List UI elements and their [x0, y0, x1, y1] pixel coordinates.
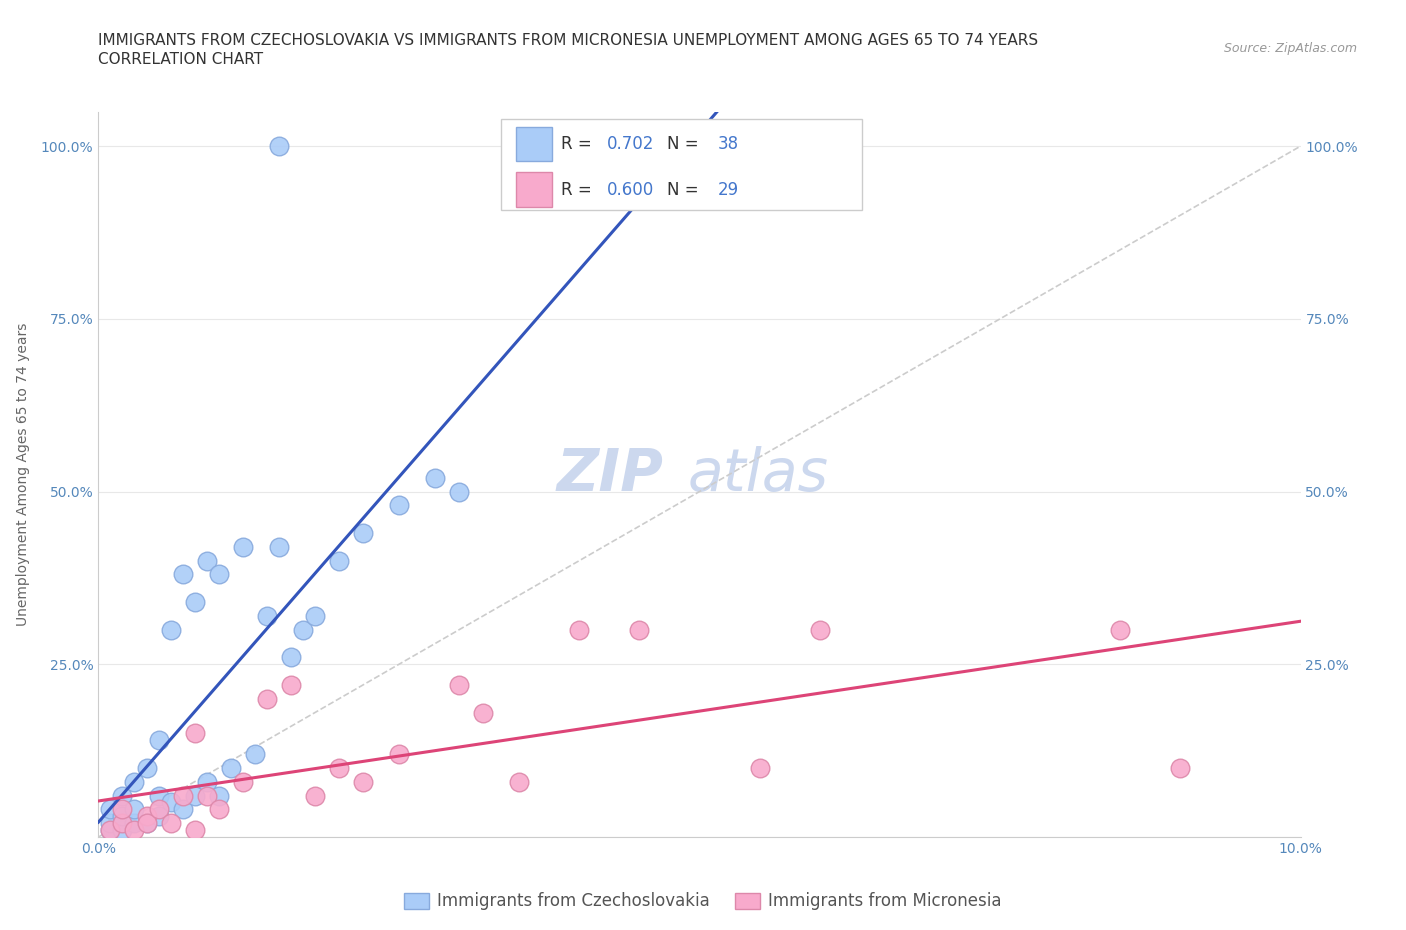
Point — [388, 498, 411, 512]
Point — [508, 775, 530, 790]
Point — [111, 802, 134, 817]
Point — [135, 816, 157, 830]
Point — [256, 608, 278, 623]
Point — [183, 823, 205, 838]
Text: Source: ZipAtlas.com: Source: ZipAtlas.com — [1223, 42, 1357, 55]
Point — [352, 775, 374, 790]
Point — [1109, 622, 1132, 637]
Text: N =: N = — [666, 180, 704, 199]
Point — [208, 802, 231, 817]
Point — [100, 823, 122, 838]
Point — [291, 622, 314, 637]
Point — [232, 775, 254, 790]
Point — [124, 802, 146, 817]
Point — [135, 761, 157, 776]
Point — [124, 823, 146, 838]
Point — [280, 650, 302, 665]
Point — [472, 705, 495, 720]
Point — [195, 788, 218, 803]
FancyBboxPatch shape — [516, 127, 551, 162]
Point — [219, 761, 242, 776]
Point — [1170, 761, 1192, 776]
Point — [328, 761, 350, 776]
Point — [100, 816, 122, 830]
Point — [172, 802, 194, 817]
Point — [100, 802, 122, 817]
Point — [256, 691, 278, 706]
Point — [808, 622, 831, 637]
Point — [280, 678, 302, 693]
Text: 0.600: 0.600 — [607, 180, 654, 199]
Text: 38: 38 — [717, 135, 738, 153]
Point — [159, 816, 181, 830]
Point — [124, 775, 146, 790]
Text: 29: 29 — [717, 180, 738, 199]
Point — [148, 733, 170, 748]
Point — [183, 594, 205, 609]
Point — [111, 816, 134, 830]
Point — [148, 802, 170, 817]
Legend: Immigrants from Czechoslovakia, Immigrants from Micronesia: Immigrants from Czechoslovakia, Immigran… — [398, 885, 1008, 917]
Point — [195, 553, 218, 568]
Point — [243, 747, 266, 762]
Point — [232, 539, 254, 554]
Text: N =: N = — [666, 135, 704, 153]
Point — [304, 788, 326, 803]
Point — [195, 775, 218, 790]
Point — [208, 788, 231, 803]
Point — [172, 788, 194, 803]
Text: CORRELATION CHART: CORRELATION CHART — [98, 52, 263, 67]
Text: IMMIGRANTS FROM CZECHOSLOVAKIA VS IMMIGRANTS FROM MICRONESIA UNEMPLOYMENT AMONG : IMMIGRANTS FROM CZECHOSLOVAKIA VS IMMIGR… — [98, 33, 1039, 47]
Point — [135, 816, 157, 830]
Point — [208, 567, 231, 582]
Point — [159, 795, 181, 810]
Point — [748, 761, 770, 776]
Text: ZIP: ZIP — [557, 445, 664, 503]
Point — [148, 788, 170, 803]
Point — [100, 823, 122, 838]
Point — [267, 139, 290, 153]
Point — [172, 567, 194, 582]
Point — [628, 622, 651, 637]
Point — [328, 553, 350, 568]
Point — [124, 816, 146, 830]
Point — [111, 823, 134, 838]
Point — [568, 622, 591, 637]
Point — [423, 471, 446, 485]
Point — [388, 747, 411, 762]
Point — [159, 622, 181, 637]
Point — [304, 608, 326, 623]
Text: 0.702: 0.702 — [607, 135, 654, 153]
Point — [267, 539, 290, 554]
Point — [135, 809, 157, 824]
Point — [148, 809, 170, 824]
Point — [447, 485, 470, 499]
FancyBboxPatch shape — [501, 119, 862, 209]
Text: R =: R = — [561, 135, 598, 153]
Point — [183, 726, 205, 741]
Point — [111, 809, 134, 824]
Text: R =: R = — [561, 180, 598, 199]
Point — [183, 788, 205, 803]
Point — [352, 525, 374, 540]
FancyBboxPatch shape — [516, 172, 551, 206]
Point — [447, 678, 470, 693]
Text: atlas: atlas — [688, 445, 828, 503]
Y-axis label: Unemployment Among Ages 65 to 74 years: Unemployment Among Ages 65 to 74 years — [15, 323, 30, 626]
Point — [111, 788, 134, 803]
